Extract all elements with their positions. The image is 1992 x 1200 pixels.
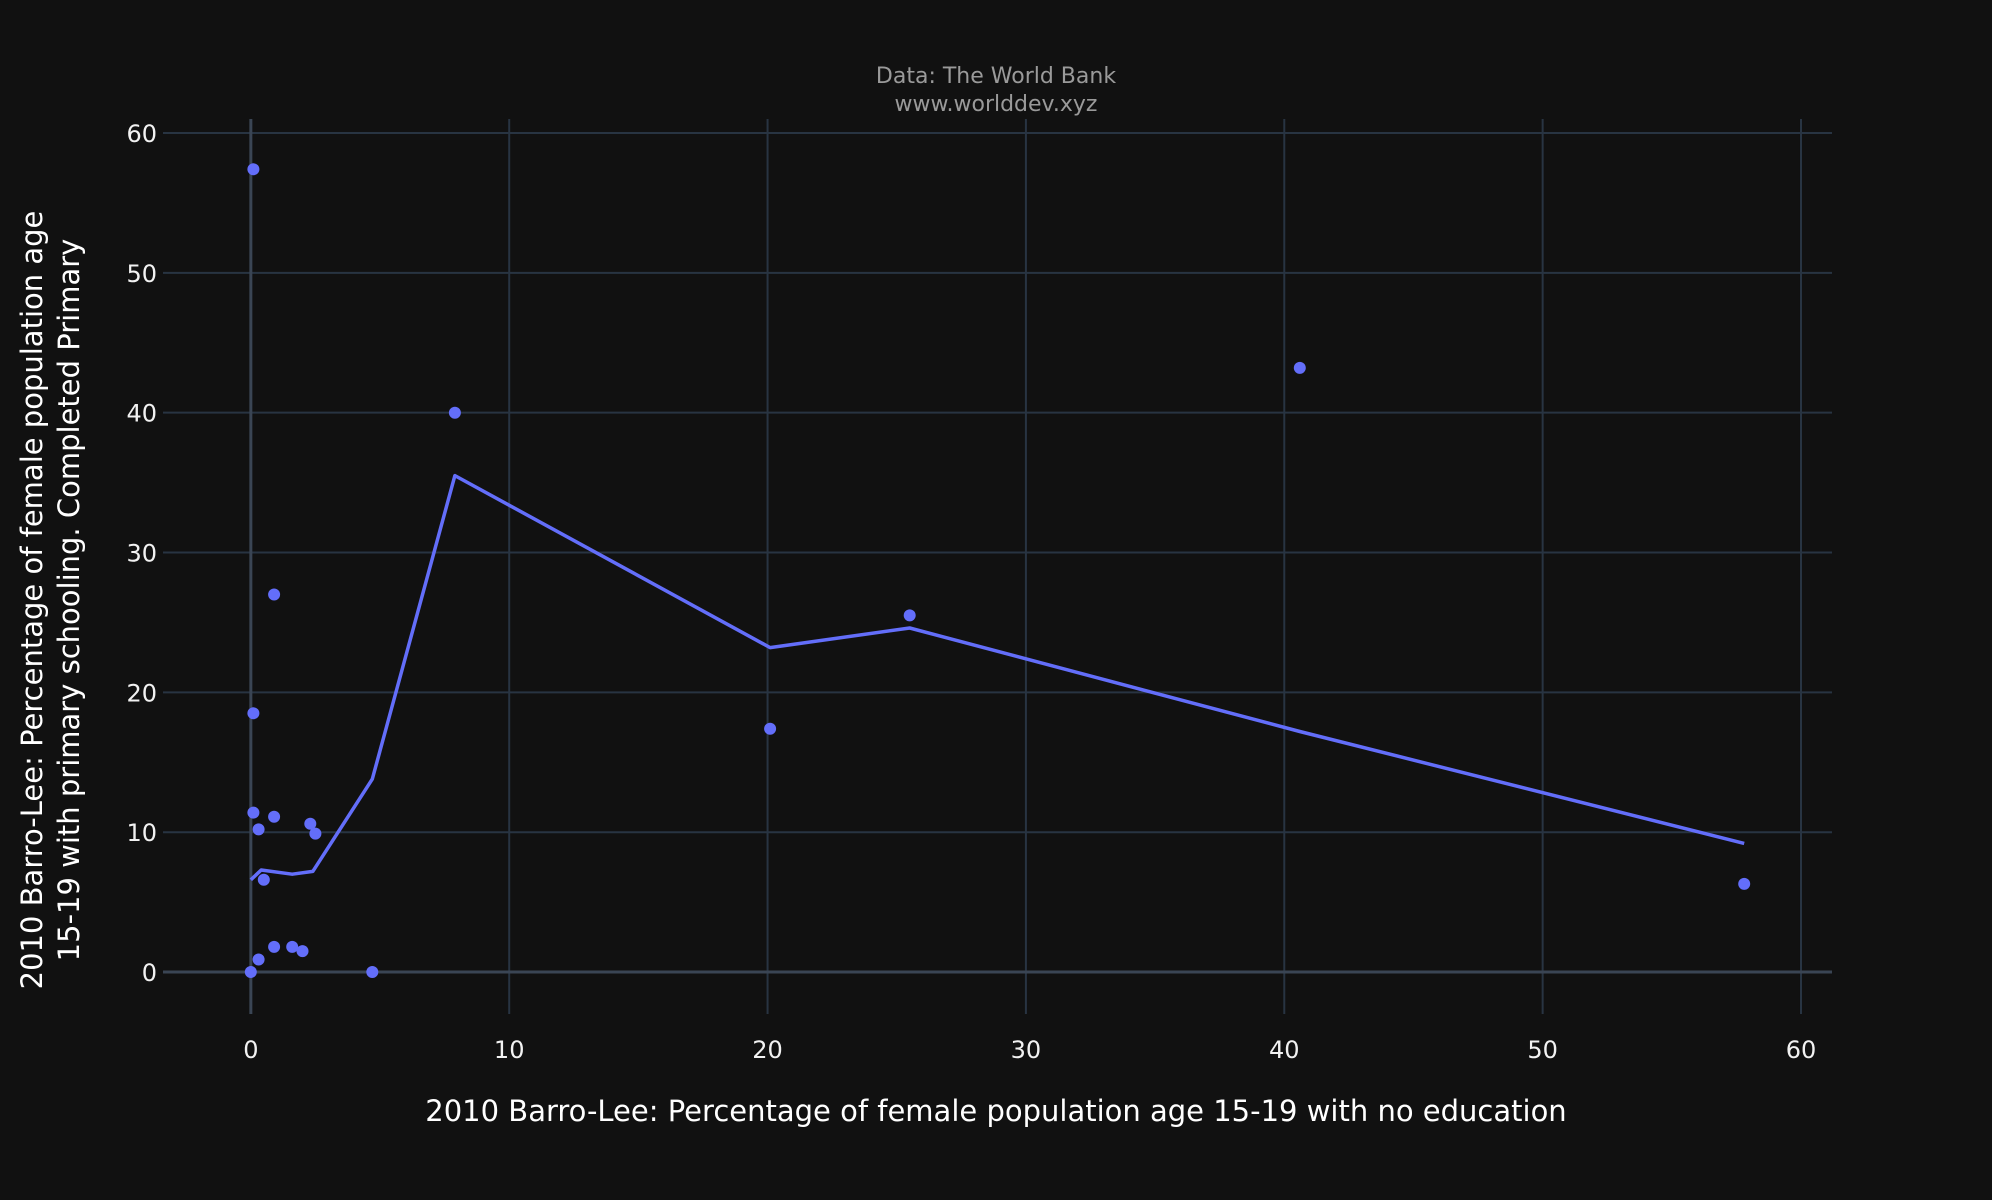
scatter-point[interactable]	[366, 966, 379, 978]
x-tick-label: 40	[1269, 1036, 1300, 1064]
x-tick-label: 50	[1527, 1036, 1558, 1064]
y-tick-label: 20	[126, 679, 157, 707]
scatter-point[interactable]	[1293, 361, 1306, 374]
x-tick-label: 20	[752, 1036, 783, 1064]
scatter-point[interactable]	[244, 966, 257, 978]
x-tick-label: 10	[494, 1036, 525, 1064]
x-tick-label: 30	[1011, 1036, 1042, 1064]
scatter-point[interactable]	[252, 823, 265, 836]
scatter-point[interactable]	[304, 817, 317, 830]
scatter-point[interactable]	[268, 810, 281, 823]
scatter-point[interactable]	[309, 827, 322, 840]
scatter-point[interactable]	[257, 873, 270, 886]
x-gridlines	[508, 119, 1802, 1014]
source-annotation-line-1: Data: The World Bank	[876, 64, 1116, 89]
zero-lines	[163, 119, 1832, 1014]
scatter-point[interactable]	[268, 940, 281, 953]
x-tick-label: 0	[243, 1036, 258, 1064]
y-axis-title-line-2: 15-19 with primary schooling. Completed …	[52, 239, 86, 962]
source-annotation-line-2: www.worlddev.xyz	[895, 92, 1098, 117]
scatter-point[interactable]	[286, 940, 299, 953]
scatter-point[interactable]	[247, 707, 260, 720]
scatter-point[interactable]	[764, 722, 777, 735]
trend-layer	[249, 473, 1745, 882]
y-tick-label: 0	[142, 959, 157, 987]
y-tick-label: 10	[126, 819, 157, 847]
scatter-point[interactable]	[247, 806, 260, 819]
y-tick-label: 60	[126, 120, 157, 148]
scatter-point[interactable]	[296, 945, 309, 958]
y-axis-title: 2010 Barro-Lee: Percentage of female pop…	[15, 211, 86, 990]
x-tick-labels: 0 10 20 30 40 50 60	[243, 1036, 1816, 1064]
y-tick-label: 30	[126, 540, 157, 568]
scatter-point[interactable]	[268, 588, 281, 601]
x-tick-label: 60	[1786, 1036, 1817, 1064]
scatter-point[interactable]	[252, 953, 265, 966]
y-gridlines	[163, 131, 1832, 834]
scatter-point[interactable]	[1738, 877, 1751, 890]
scatter-point[interactable]	[903, 609, 916, 622]
points-layer	[244, 163, 1751, 978]
y-tick-label: 40	[126, 400, 157, 428]
y-axis-title-line-1: 2010 Barro-Lee: Percentage of female pop…	[15, 211, 49, 990]
scatter-point[interactable]	[448, 406, 461, 419]
x-axis-title: 2010 Barro-Lee: Percentage of female pop…	[425, 1094, 1566, 1128]
trend-line	[249, 473, 1745, 882]
y-tick-label: 50	[126, 260, 157, 288]
y-tick-labels: 0 10 20 30 40 50 60	[126, 120, 157, 987]
scatter-point[interactable]	[247, 163, 260, 176]
